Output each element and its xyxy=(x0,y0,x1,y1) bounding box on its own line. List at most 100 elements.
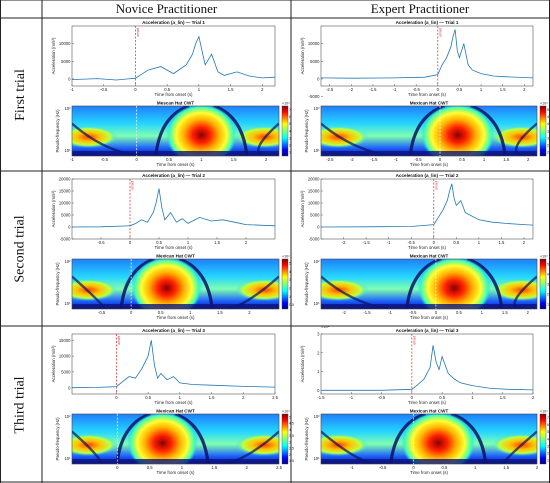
cwt-side-lobe xyxy=(72,279,118,301)
x-axis-label: Time from onset (s) xyxy=(155,92,193,97)
colorbar-tick-label: 3 xyxy=(289,440,291,444)
x-tick-label: -2 xyxy=(342,240,346,245)
chart-title: Acceleration (a_lin) — Trial 2 xyxy=(142,173,205,178)
cwt-x-tick-label: 1 xyxy=(200,157,203,162)
cwt-x-tick-label: 1 xyxy=(481,310,484,315)
x-tick-label: 1.5 xyxy=(500,395,506,400)
cwt-x-tick-label: -1 xyxy=(388,310,392,315)
cwt-x-tick-label: 1.5 xyxy=(503,157,509,162)
colorbar-tick-label: 3.5 xyxy=(547,129,550,133)
cwt-y-tick-label: 10² xyxy=(64,106,71,111)
colorbar-tick-label: 3 xyxy=(289,136,291,140)
plot-area xyxy=(71,25,276,87)
cwt-peak-blob xyxy=(166,106,237,156)
cwt-x-tick-label: -1 xyxy=(394,157,398,162)
colorbar-exponent: ×10⁴ xyxy=(282,102,290,106)
cwt-x-tick-label: 1 xyxy=(189,310,192,315)
x-tick-label: -0.5 xyxy=(100,87,108,92)
colorbar-tick-label: 6 xyxy=(547,423,549,427)
y-axis-label: Acceleration (m/s²) xyxy=(51,37,56,74)
plot-area xyxy=(320,178,534,240)
cwt-x-tick-label: 0.5 xyxy=(147,465,153,470)
x-tick-label: -1.5 xyxy=(362,240,370,245)
colorbar-tick-label: 2 xyxy=(547,151,549,155)
cwt-x-axis-label: Time from onset (s) xyxy=(410,315,448,320)
y-axis-label: Acceleration (m/s²) xyxy=(300,345,305,382)
acceleration-series-line xyxy=(321,345,534,391)
colorbar-tick-label: 1 xyxy=(547,302,549,306)
cwt-side-lobe xyxy=(491,279,537,301)
x-axis-label: Time from onset (s) xyxy=(155,245,193,250)
x-tick-label: -0.5 xyxy=(408,240,416,245)
x-tick-label: -1.5 xyxy=(317,395,325,400)
cwt-x-tick-label: 1.5 xyxy=(231,157,237,162)
cwt-x-tick-label: 0.5 xyxy=(158,310,164,315)
cwt-y-tick-label: 10¹ xyxy=(313,301,320,306)
cwt-x-tick-label: -1.5 xyxy=(363,310,371,315)
colorbar-tick-label: 3 xyxy=(289,278,291,282)
cwt-x-tick-label: -2 xyxy=(350,157,354,162)
colorbar xyxy=(281,105,289,157)
colorbar-tick-label: 4 xyxy=(289,428,291,432)
x-tick-label: 2 xyxy=(532,395,535,400)
panel-expert-trial1: Acceleration (a_lin) — Trial 1-500005000… xyxy=(300,20,550,167)
cwt-y-axis-label: Pseudo-frequency (Hz) xyxy=(55,109,60,153)
x-axis-label: Time from onset (s) xyxy=(408,400,446,405)
cwt-x-tick-label: 0.5 xyxy=(459,157,465,162)
cwt-x-tick-label: -0.5 xyxy=(409,310,417,315)
cwt-frame xyxy=(71,105,280,157)
cwt-low-band xyxy=(72,151,279,156)
cwt-x-tick-label: 0.5 xyxy=(166,157,172,162)
cwt-x-tick-label: -0.5 xyxy=(379,465,387,470)
cwt-x-tick-label: 2.5 xyxy=(276,465,282,470)
cwt-title: Mexican Hat CWT xyxy=(410,409,449,414)
chart-title: Acceleration (a_lin) — Trial 3 xyxy=(142,328,205,333)
cwt-y-tick-label: 10² xyxy=(64,414,71,419)
colorbar-tick-label: 3 xyxy=(547,136,549,140)
x-tick-label: 0 xyxy=(115,395,118,400)
cwt-x-tick-label: 0 xyxy=(435,310,438,315)
colorbar-tick-label: 2 xyxy=(289,453,291,457)
x-tick-label: -0.5 xyxy=(413,87,421,92)
cwt-side-lobe xyxy=(235,126,279,148)
colorbar-tick-label: 2 xyxy=(547,292,549,296)
cwt-y-tick-label: 10² xyxy=(313,259,320,264)
acceleration-series-line xyxy=(71,188,276,228)
cwt-x-tick-label: 1 xyxy=(181,465,184,470)
colorbar-tick-label: 3 xyxy=(547,444,549,448)
colorbar xyxy=(281,413,289,465)
cwt-x-tick-label: -2.5 xyxy=(326,157,334,162)
plot-area xyxy=(71,333,276,395)
y-tick-label: 5000 xyxy=(61,59,71,64)
cwt-x-tick-label: 0 xyxy=(116,465,119,470)
x-tick-label: -1 xyxy=(393,87,397,92)
colorbar-tick-label: 5 xyxy=(547,108,549,112)
x-tick-label: 0 xyxy=(134,87,137,92)
y-axis-exponent: ×10⁴ xyxy=(321,324,330,329)
colorbar-tick-label: 3 xyxy=(547,282,549,286)
colorbar xyxy=(281,258,289,310)
acceleration-series-line xyxy=(320,183,534,228)
cwt-x-tick-label: 2 xyxy=(527,157,530,162)
colorbar-tick-label: 1 xyxy=(547,459,549,463)
colorbar-exponent: ×10⁴ xyxy=(282,410,290,414)
onset-label: onset xyxy=(131,181,135,190)
cwt-x-tick-label: 1.5 xyxy=(503,465,509,470)
cwt-x-tick-label: 0.5 xyxy=(456,310,462,315)
colorbar-tick-label: 6 xyxy=(289,115,291,119)
cwt-x-tick-label: -0.5 xyxy=(101,157,109,162)
cwt-x-tick-label: 2 xyxy=(265,157,268,162)
y-tick-label: 0 xyxy=(68,225,71,230)
panel-novice-trial3: Acceleration (a_lin) — Trial 3 0 5000 10000… xyxy=(51,328,294,475)
cwt-title: Mexican Hat CWT xyxy=(410,254,449,259)
cwt-x-tick-label: 0 xyxy=(412,465,415,470)
cwt-x-tick-label: 1.5 xyxy=(211,465,217,470)
cwt-y-tick-label: 10¹ xyxy=(313,456,320,461)
x-tick-label: 1 xyxy=(480,87,483,92)
x-tick-label: 1.5 xyxy=(499,240,505,245)
x-tick-label: -1 xyxy=(349,395,353,400)
colorbar-tick-label: 2.5 xyxy=(289,447,294,451)
x-tick-label: 0.5 xyxy=(453,240,459,245)
